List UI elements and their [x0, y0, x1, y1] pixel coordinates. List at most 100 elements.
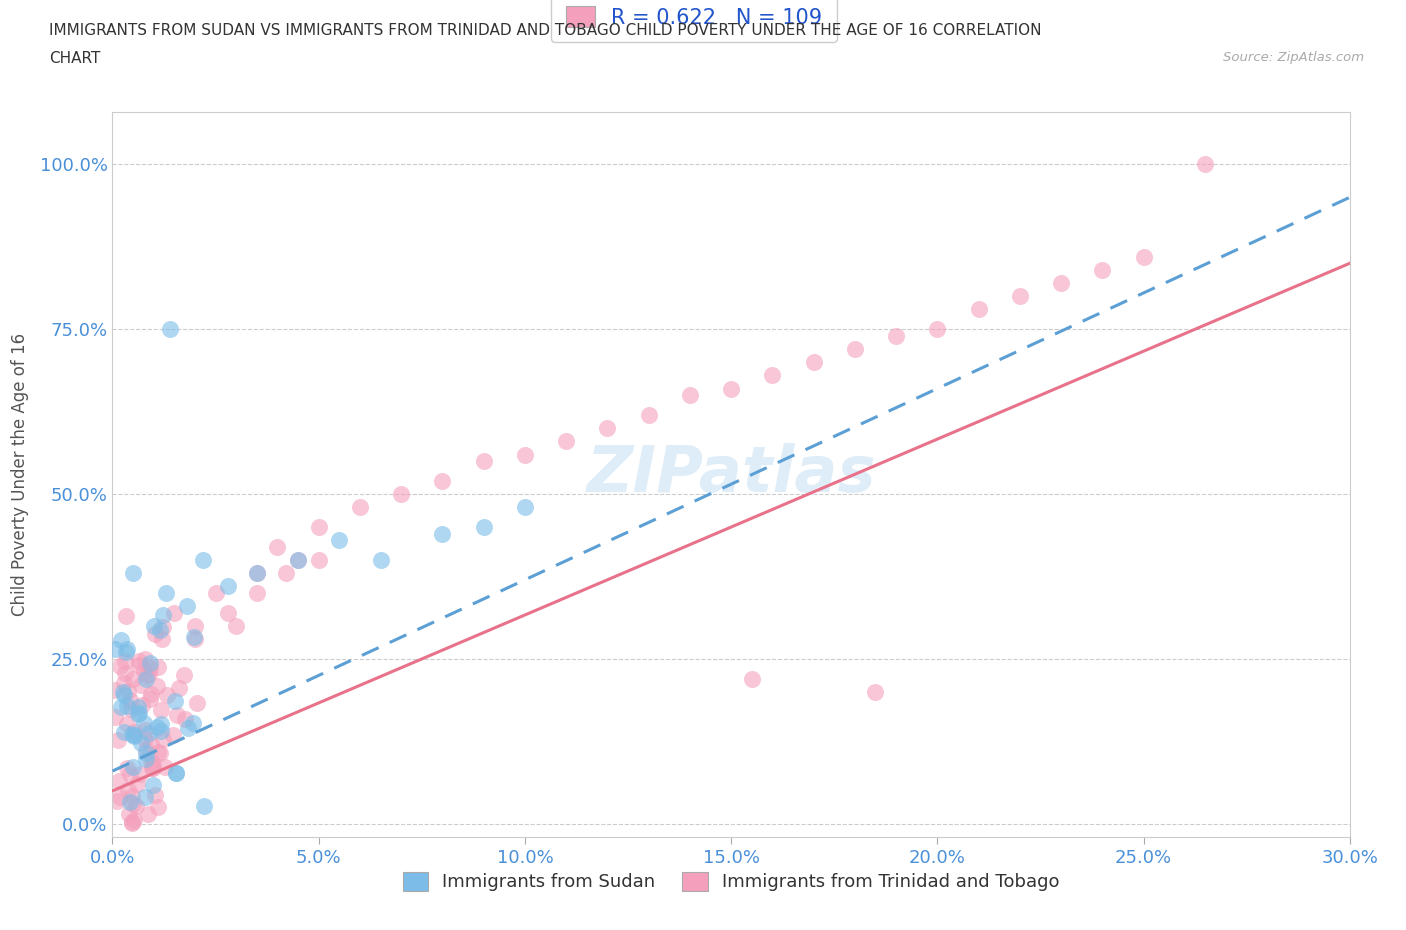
Point — [117, 698, 139, 713]
Point — [129, 735, 152, 750]
Point — [111, 684, 134, 699]
Point — [370, 552, 392, 567]
Point — [129, 677, 152, 692]
Point — [122, 812, 145, 827]
Point — [127, 706, 149, 721]
Point — [513, 499, 536, 514]
Point — [274, 565, 297, 580]
Point — [328, 533, 350, 548]
Point — [110, 632, 132, 647]
Point — [128, 706, 150, 721]
Point — [967, 302, 990, 317]
Point — [108, 774, 131, 789]
Point — [138, 807, 160, 822]
Point — [139, 737, 162, 751]
Point — [266, 539, 288, 554]
Point — [803, 354, 825, 369]
Point — [122, 728, 145, 743]
Point — [139, 686, 162, 701]
Point — [844, 341, 866, 356]
Point — [308, 520, 330, 535]
Point — [155, 760, 177, 775]
Point — [110, 790, 132, 804]
Point — [104, 710, 127, 724]
Point — [122, 759, 145, 774]
Legend: Immigrants from Sudan, Immigrants from Trinidad and Tobago: Immigrants from Sudan, Immigrants from T… — [394, 863, 1069, 900]
Point — [105, 793, 128, 808]
Point — [152, 619, 174, 634]
Point — [134, 715, 156, 730]
Point — [142, 761, 165, 776]
Point — [115, 644, 138, 659]
Point — [141, 761, 163, 776]
Point — [225, 618, 247, 633]
Point — [120, 701, 142, 716]
Point — [679, 388, 702, 403]
Point — [432, 526, 454, 541]
Point — [120, 794, 142, 809]
Point — [134, 723, 156, 737]
Point — [884, 328, 907, 343]
Point — [1008, 289, 1031, 304]
Point — [246, 565, 269, 580]
Point — [117, 761, 139, 776]
Point — [114, 653, 136, 668]
Point — [107, 732, 129, 747]
Point — [146, 660, 169, 675]
Point — [165, 765, 187, 780]
Point — [114, 666, 136, 681]
Point — [513, 447, 536, 462]
Point — [135, 743, 157, 758]
Point — [143, 788, 166, 803]
Point — [135, 672, 157, 687]
Text: CHART: CHART — [49, 51, 101, 66]
Point — [149, 724, 172, 738]
Point — [217, 605, 239, 620]
Point — [146, 745, 169, 760]
Point — [176, 599, 198, 614]
Point — [125, 777, 148, 791]
Point — [134, 731, 156, 746]
Point — [122, 565, 145, 580]
Point — [308, 552, 330, 567]
Point — [138, 725, 160, 740]
Point — [184, 618, 207, 633]
Point — [193, 552, 215, 567]
Point — [181, 715, 204, 730]
Point — [432, 473, 454, 488]
Point — [122, 671, 145, 686]
Point — [184, 631, 207, 646]
Y-axis label: Child Poverty Under the Age of 16: Child Poverty Under the Age of 16 — [10, 333, 28, 616]
Point — [122, 796, 145, 811]
Point — [118, 767, 141, 782]
Point — [146, 800, 169, 815]
Point — [472, 520, 495, 535]
Point — [149, 703, 172, 718]
Point — [122, 724, 145, 739]
Point — [139, 660, 162, 675]
Point — [108, 658, 131, 673]
Point — [596, 420, 619, 435]
Point — [186, 696, 208, 711]
Point — [150, 631, 173, 646]
Point — [143, 627, 166, 642]
Point — [204, 586, 226, 601]
Point — [166, 708, 188, 723]
Text: Source: ZipAtlas.com: Source: ZipAtlas.com — [1223, 51, 1364, 64]
Point — [217, 579, 239, 594]
Point — [135, 746, 157, 761]
Point — [155, 586, 177, 601]
Point — [165, 766, 187, 781]
Point — [163, 605, 186, 620]
Point — [125, 799, 148, 814]
Point — [127, 700, 149, 715]
Point — [103, 683, 125, 698]
Point — [173, 711, 195, 726]
Point — [173, 667, 195, 682]
Point — [121, 789, 143, 804]
Point — [112, 676, 135, 691]
Point — [1132, 249, 1154, 264]
Point — [138, 667, 160, 682]
Point — [115, 642, 138, 657]
Point — [741, 671, 763, 686]
